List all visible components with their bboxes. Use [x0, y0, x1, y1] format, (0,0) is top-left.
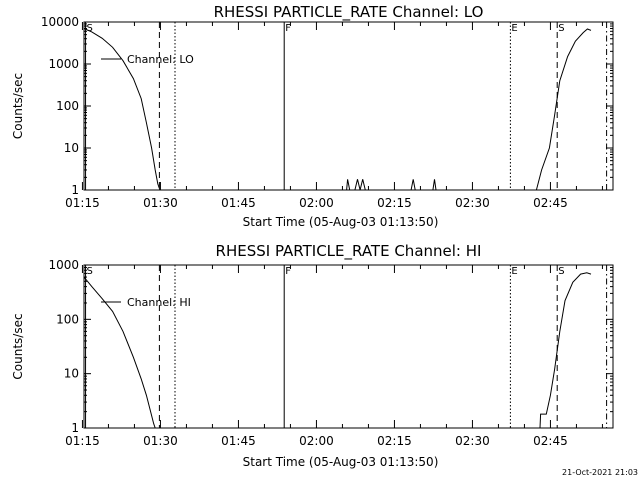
- x-axis-label: Start Time (05-Aug-03 01:13:50): [243, 215, 439, 229]
- x-tick-label: 01:30: [143, 196, 178, 210]
- x-axis-label: Start Time (05-Aug-03 01:13:50): [243, 455, 439, 469]
- x-tick-label: 01:30: [143, 434, 178, 448]
- event-marker-label: S: [87, 23, 93, 34]
- data-series-line: [354, 179, 366, 191]
- x-tick-label: 02:15: [377, 434, 412, 448]
- data-series-line: [535, 28, 592, 191]
- y-tick-label: 100: [56, 99, 79, 113]
- y-tick-label: 1: [71, 421, 79, 435]
- legend-label: Channel: HI: [127, 296, 191, 309]
- data-series-line: [432, 179, 437, 191]
- hi-channel-panel: RHESSI PARTICLE_RATE Channel: HI 1 10 100 10…: [11, 242, 614, 469]
- x-tick-label: 01:15: [65, 196, 100, 210]
- y-tick-label: 100: [56, 312, 79, 326]
- x-tick-label: 02:45: [533, 196, 568, 210]
- y-tick-label: 1: [71, 183, 79, 197]
- x-tick-label: 02:30: [455, 434, 490, 448]
- x-tick-label: 01:45: [221, 196, 256, 210]
- y-tick-label: 10: [64, 367, 79, 381]
- event-marker-label: S: [87, 266, 93, 277]
- footer-timestamp: 21-Oct-2021 21:03: [562, 468, 638, 477]
- event-marker-label: S: [558, 23, 564, 34]
- y-axis-label: Counts/sec: [11, 73, 25, 139]
- event-marker-label: E: [511, 266, 517, 277]
- x-tick-label: 02:45: [533, 434, 568, 448]
- lo-channel-panel: RHESSI PARTICLE_RATE Channel: LO 1 10 100 10…: [11, 3, 614, 229]
- data-series-line: [346, 179, 351, 191]
- y-axis-label: Counts/sec: [11, 313, 25, 379]
- data-series-line: [83, 28, 161, 191]
- y-tick-label: 10: [64, 141, 79, 155]
- plot-frame: [83, 264, 614, 429]
- data-series-line: [410, 179, 416, 191]
- event-marker-label: E: [511, 23, 517, 34]
- x-tick-label: 02:15: [377, 196, 412, 210]
- chart-title: RHESSI PARTICLE_RATE Channel: LO: [214, 3, 484, 22]
- x-tick-label: 01:15: [65, 434, 100, 448]
- event-marker-label: F: [285, 266, 291, 277]
- event-marker-label: S: [558, 266, 564, 277]
- legend-label: Channel: LO: [127, 53, 194, 66]
- plot-frame: [83, 21, 614, 191]
- y-tick-label: 1000: [48, 258, 79, 272]
- x-tick-label: 02:00: [299, 434, 334, 448]
- data-series-line: [539, 272, 592, 429]
- y-tick-label: 1000: [48, 57, 79, 71]
- data-series-line: [83, 276, 156, 429]
- x-tick-label: 02:00: [299, 196, 334, 210]
- chart-title: RHESSI PARTICLE_RATE Channel: HI: [216, 242, 482, 261]
- event-marker-label: F: [285, 23, 291, 34]
- x-tick-label: 01:45: [221, 434, 256, 448]
- y-tick-label: 10000: [41, 15, 79, 29]
- x-tick-label: 02:30: [455, 196, 490, 210]
